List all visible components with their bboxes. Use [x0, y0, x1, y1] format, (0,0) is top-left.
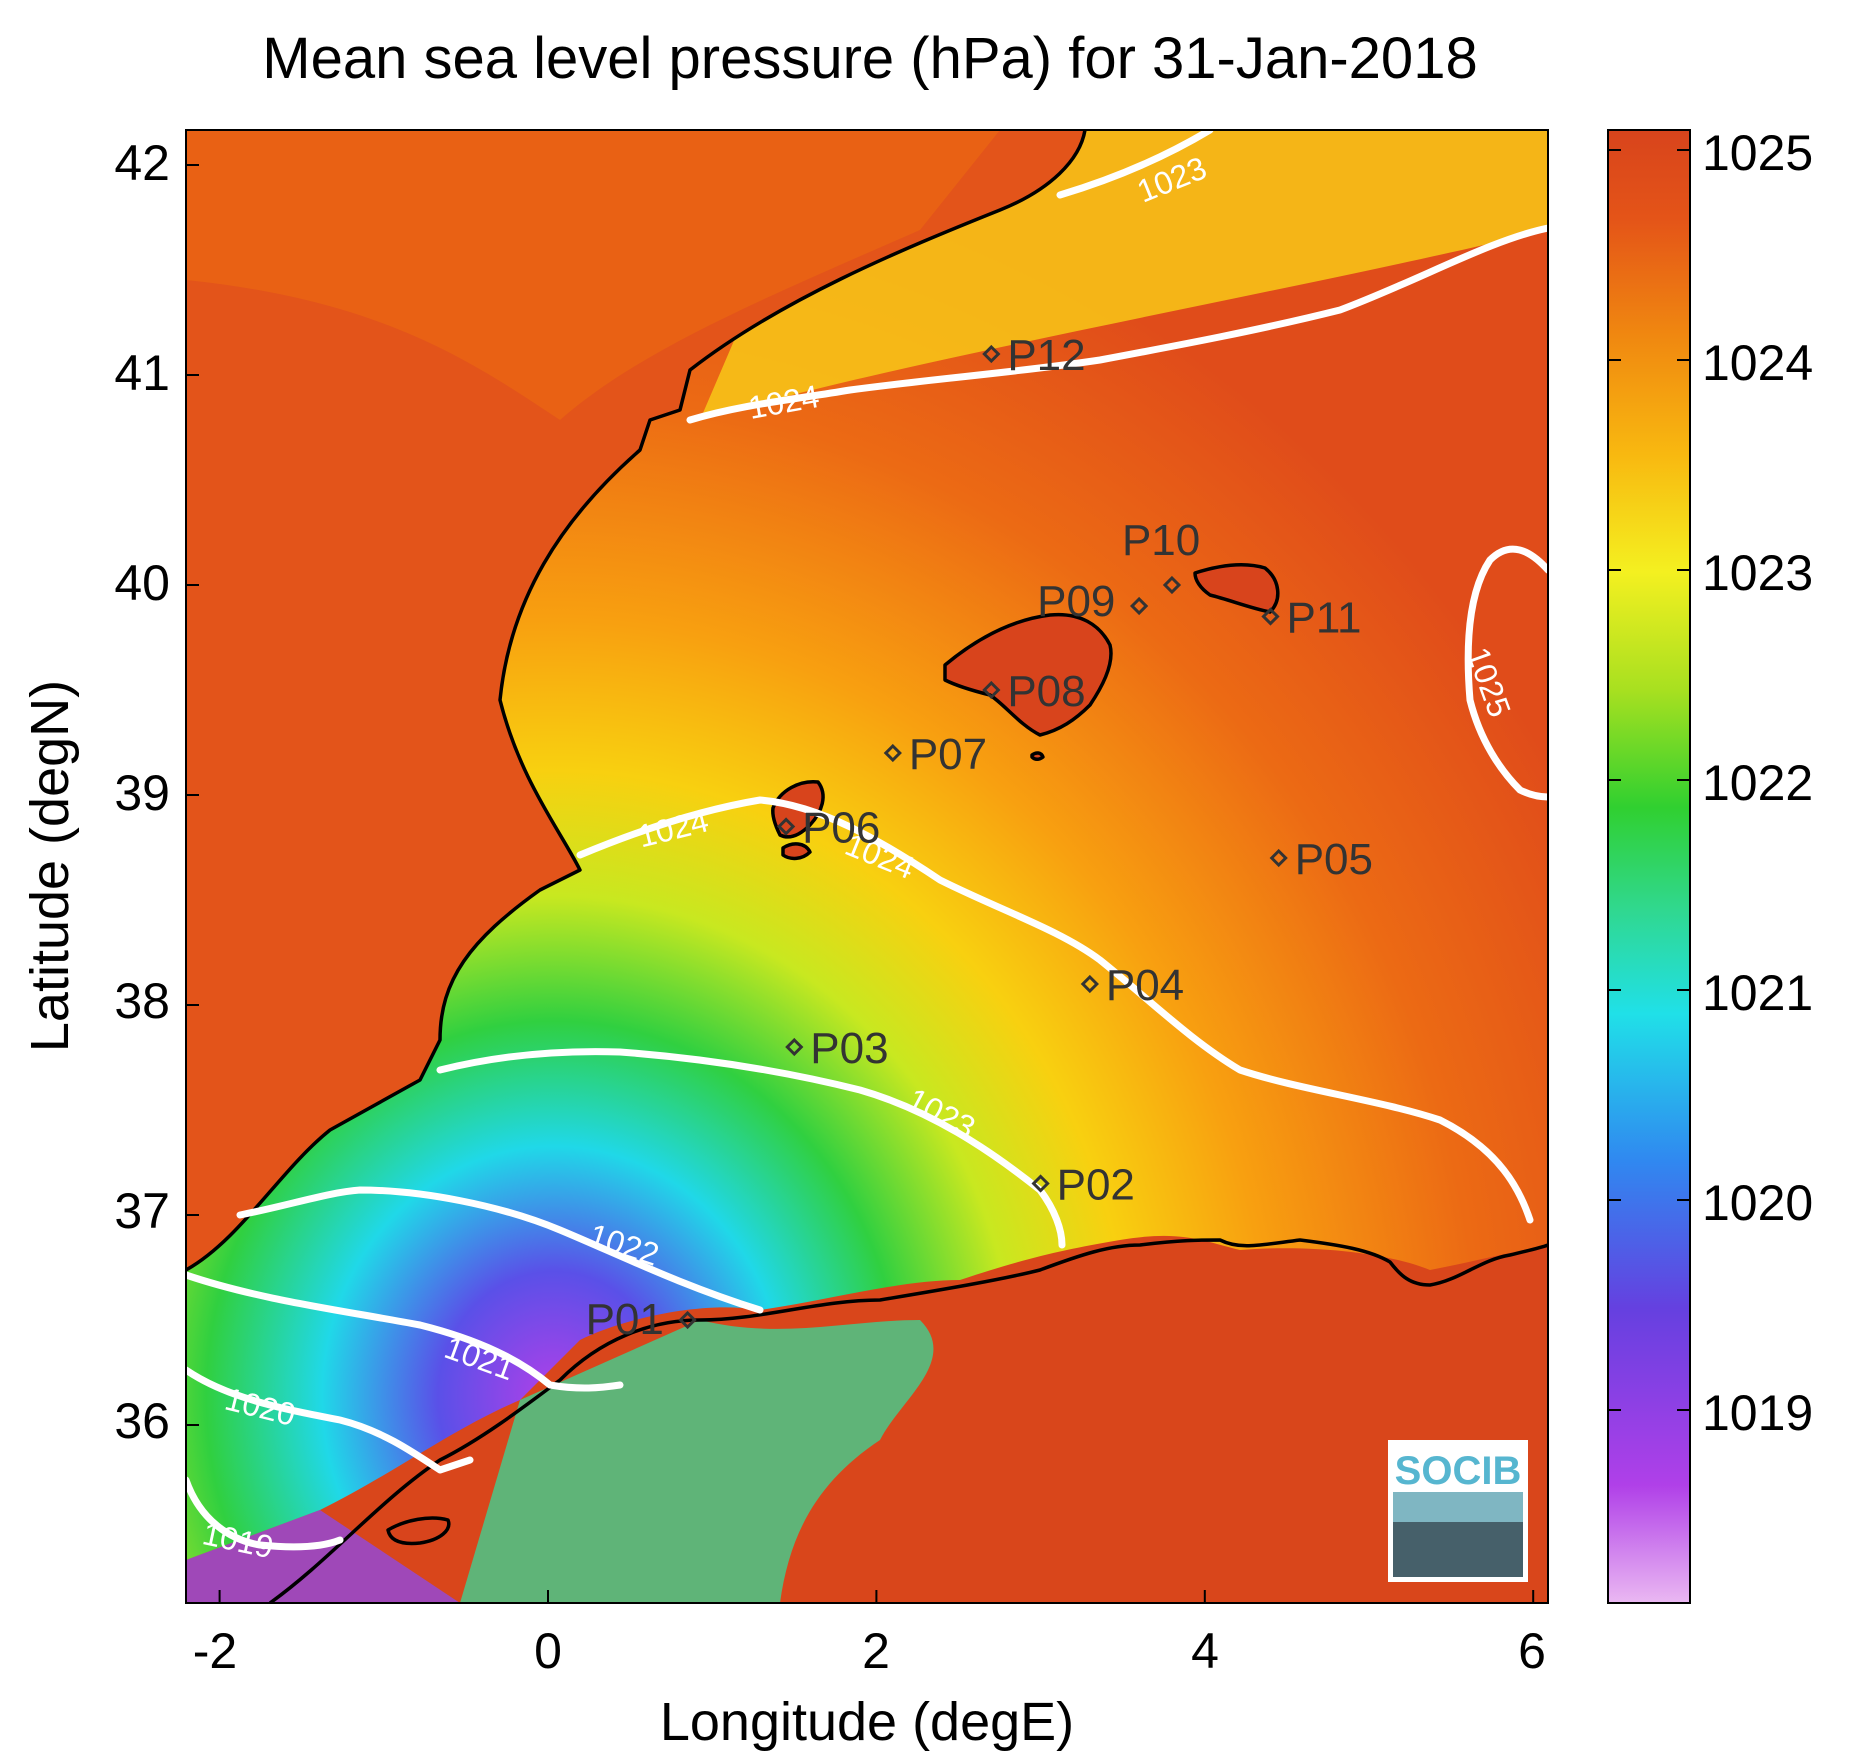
station-marker [678, 1310, 697, 1330]
map-frame [185, 129, 1549, 1604]
colorbar: 1025 1024 1023 1022 1021 1020 1019 [1607, 125, 1813, 1604]
island-formentera [781, 842, 812, 861]
station-label: P11 [1286, 594, 1361, 643]
colorbar-tick-label: 1022 [1702, 755, 1813, 811]
island-alboran [386, 1516, 451, 1546]
station-label: P12 [1007, 331, 1085, 380]
station-label: P06 [802, 804, 880, 853]
station-label: P07 [909, 730, 987, 779]
socib-logo: SOCIB [1388, 1440, 1528, 1582]
x-tick-label: -2 [193, 1623, 237, 1679]
station-label: P01 [586, 1295, 664, 1344]
station-label: P02 [1057, 1161, 1135, 1210]
colorbar-fill [1607, 129, 1691, 1604]
y-tick-label: 39 [114, 765, 170, 821]
x-tick-label: 6 [1518, 1623, 1546, 1679]
y-tick-label: 36 [114, 1393, 170, 1449]
x-tick-label: 2 [862, 1623, 890, 1679]
station-label: P08 [1007, 667, 1085, 716]
station-label: P09 [1037, 577, 1115, 626]
contour-1025 [1464, 545, 1548, 801]
contour-1024-south [576, 796, 1534, 1224]
chart-title: Mean sea level pressure (hPa) for 31-Jan… [262, 26, 1477, 91]
station-label: P04 [1106, 961, 1184, 1010]
colorbar-tick-label: 1020 [1702, 1175, 1813, 1231]
colorbar-tick-label: 1021 [1702, 965, 1813, 1021]
contour-1023-north [1056, 130, 1214, 199]
iberia-inland-patch [186, 130, 1000, 420]
contour-1020 [186, 1366, 474, 1474]
y-axis-label: Latitude (degN) [20, 680, 80, 1052]
station-label: P10 [1122, 516, 1200, 565]
station-marker [776, 817, 796, 836]
colorbar-tick-label: 1023 [1702, 545, 1813, 601]
station-marker [1269, 848, 1288, 868]
contour-1019 [186, 1476, 344, 1551]
station-label: P05 [1295, 835, 1373, 884]
station-marker [1080, 974, 1099, 994]
station-marker [1261, 607, 1280, 626]
coastline-iberia [186, 130, 1087, 1272]
coastline-africa [268, 1238, 1548, 1603]
logo-text: SOCIB [1395, 1449, 1522, 1493]
colorbar-tick-label: 1025 [1702, 125, 1813, 181]
station-marker [1129, 596, 1149, 616]
y-tick-label: 42 [114, 135, 170, 191]
station-marker [1031, 1174, 1050, 1193]
x-tick-label: 4 [1191, 1623, 1219, 1679]
station-marker [883, 743, 902, 763]
station-marker [1162, 575, 1182, 595]
map-area: 1019 1020 1021 1022 1023 1024 1024 1024 … [186, 130, 1548, 1603]
y-tick-label: 38 [114, 973, 170, 1029]
colorbar-tick-label: 1019 [1702, 1385, 1813, 1441]
contour-1022 [236, 1186, 764, 1314]
colorbar-tick-label: 1024 [1702, 335, 1813, 391]
station-marker [982, 344, 1001, 364]
contour-1021 [186, 1271, 624, 1392]
x-tick-label: 0 [534, 1623, 562, 1679]
y-tick-label: 40 [114, 555, 170, 611]
y-tick-label: 37 [114, 1183, 170, 1239]
iberia-land [186, 130, 1085, 1270]
africa-far-west [186, 1510, 460, 1603]
island-cabrera [1030, 751, 1045, 761]
station-marker [785, 1037, 804, 1057]
contour-1024-north [686, 224, 1548, 424]
map-axes: -2 0 2 4 6 42 41 40 39 38 37 36 Longitud… [20, 135, 1546, 1752]
y-tick-label: 41 [114, 345, 170, 401]
station-marker [982, 680, 1001, 700]
x-axis-label: Longitude (degE) [660, 1692, 1074, 1752]
colorbar-ticks [1608, 149, 1690, 1411]
station-label: P03 [810, 1024, 888, 1073]
